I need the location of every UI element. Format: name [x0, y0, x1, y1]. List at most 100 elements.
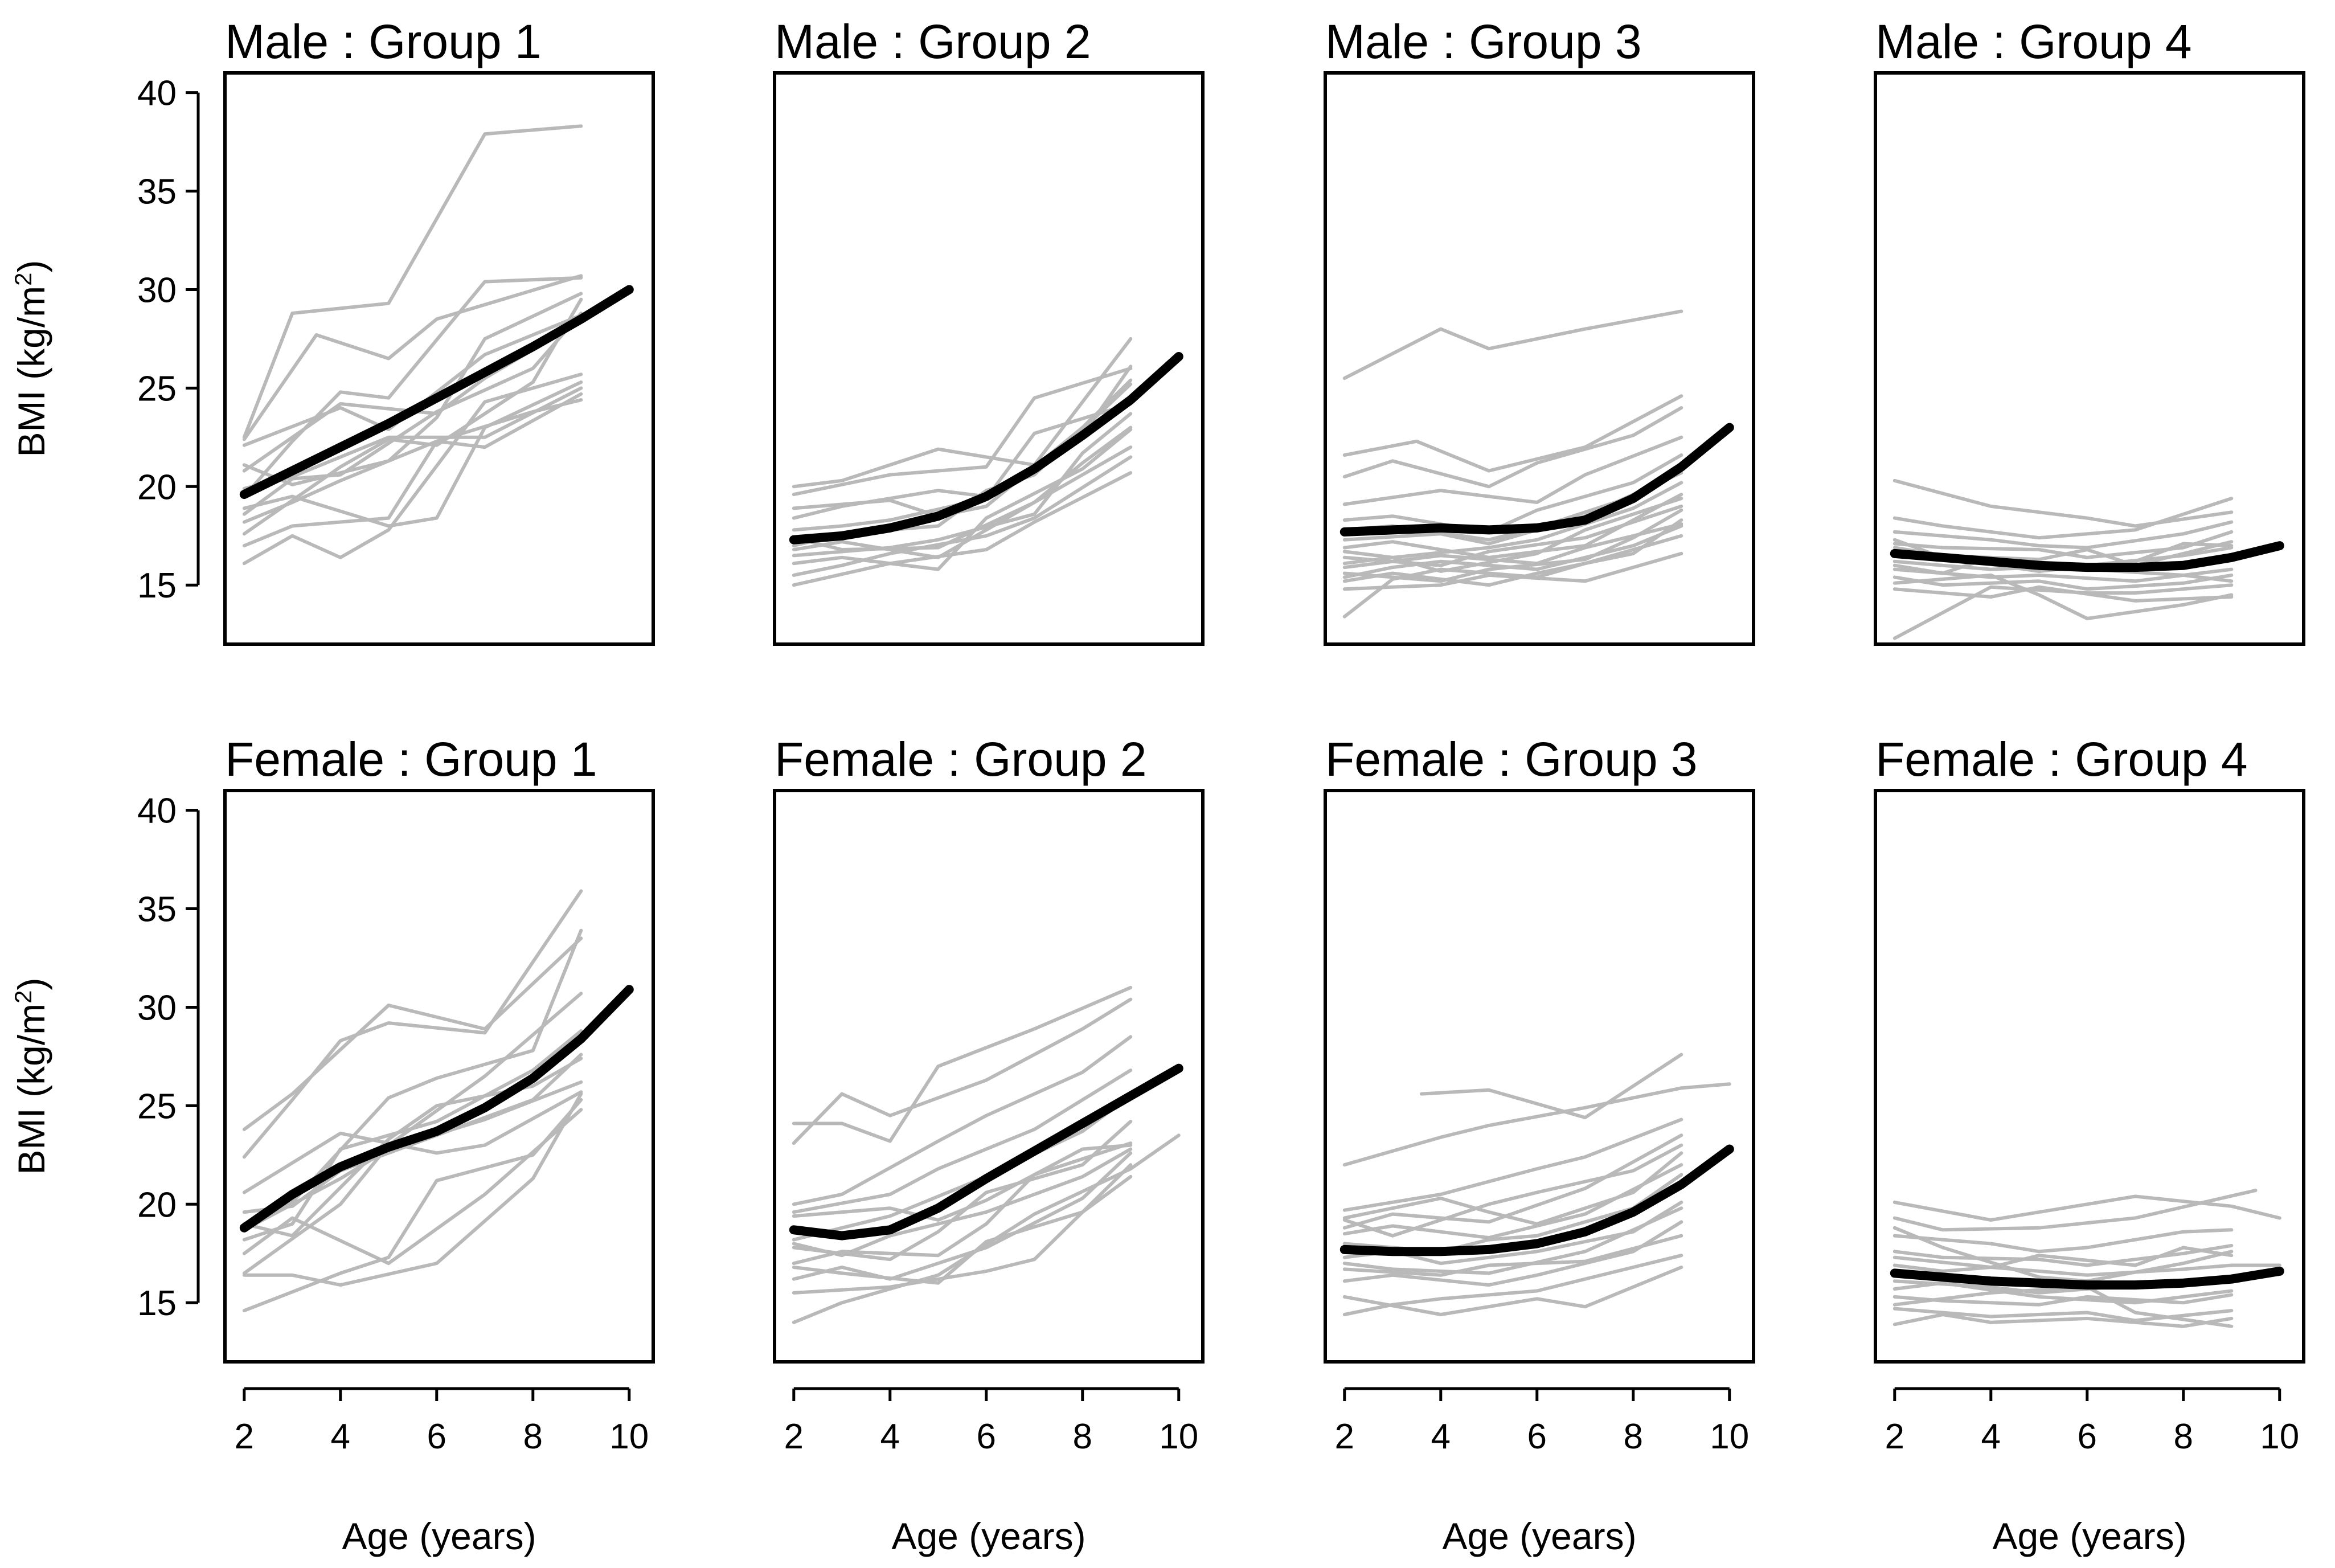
individual-trajectory: [1892, 1226, 2234, 1283]
individual-trajectory: [242, 398, 583, 524]
individual-trajectory: [1892, 1194, 2281, 1222]
plot-frame: [223, 789, 655, 1364]
individual-trajectory: [792, 1133, 1181, 1324]
panel-5: Female : Group 1 15 20 25 30 35 40 BMI (kg/m2) 2…: [10, 732, 655, 1557]
individual-trajectory: [242, 372, 583, 566]
x-tick-label: 2: [1335, 1417, 1354, 1456]
individual-trajectory: [1892, 1246, 2234, 1269]
x-tick-label: 10: [1710, 1417, 1749, 1456]
individual-trajectory: [1342, 1133, 1683, 1230]
individual-trajectory: [242, 276, 583, 498]
individual-trajectory: [1342, 406, 1683, 489]
individual-trajectory: [1342, 1117, 1683, 1212]
mean-trajectory: [789, 1063, 1183, 1241]
individual-trajectory: [1342, 1206, 1683, 1275]
individual-trajectory: [792, 1068, 1133, 1214]
individual-trajectory: [1342, 534, 1683, 619]
individual-trajectory: [1342, 522, 1683, 570]
individual-trajectory: [792, 985, 1133, 1143]
y-tick-label: 15: [137, 566, 177, 605]
individual-trajectory: [1342, 435, 1683, 506]
panel-4: Male : Group 4: [1874, 15, 2305, 646]
x-tick-label: 2: [1885, 1417, 1904, 1456]
individual-trajectory: [1892, 478, 2234, 528]
x-tick-label: 8: [523, 1417, 543, 1456]
individual-trajectory: [1892, 1228, 2234, 1254]
individual-trajectory: [242, 1053, 583, 1214]
individual-trajectory: [1892, 1189, 2258, 1232]
panel-title: Female : Group 2: [775, 732, 1147, 786]
panel-title: Male : Group 4: [1875, 15, 2192, 68]
x-tick-label: 10: [609, 1417, 649, 1456]
panel-7: Female : Group 3 2 4 6 8 10 Age (years): [1324, 732, 1755, 1557]
individual-trajectory: [792, 445, 1133, 559]
plot-frame: [773, 71, 1205, 646]
individual-trajectory: [1892, 1243, 2234, 1267]
plot-frame: [1324, 71, 1755, 646]
individual-trajectory: [242, 380, 583, 528]
individual-trajectory: [242, 392, 583, 548]
plot-frame: [223, 71, 655, 646]
y-tick-label: 30: [137, 988, 177, 1027]
individual-trajectory: [1342, 551, 1683, 591]
individual-trajectory: [1342, 1220, 1683, 1287]
individual-trajectory: [1342, 1082, 1731, 1167]
individual-trajectory: [792, 1143, 1133, 1222]
individual-trajectory: [792, 1163, 1133, 1295]
x-tick-label: 4: [1981, 1417, 2001, 1456]
mean-trajectory: [1890, 1266, 2284, 1290]
x-tick-label: 4: [1431, 1417, 1451, 1456]
y-tick-label: 35: [137, 173, 177, 212]
individual-trajectory: [242, 1057, 583, 1238]
panel-title: Male : Group 3: [1325, 15, 1642, 68]
x-tick-label: 8: [2174, 1417, 2193, 1456]
individual-trajectory: [242, 1108, 583, 1266]
individual-trajectory: [792, 1174, 1133, 1285]
x-tick-label: 6: [2078, 1417, 2097, 1456]
individual-trajectory: [792, 425, 1133, 551]
individual-trajectory: [1892, 567, 2234, 583]
y-tick-label: 35: [137, 890, 177, 930]
x-tick-label: 4: [331, 1417, 350, 1456]
individual-trajectory: [1892, 585, 2234, 603]
panel-2: Male : Group 2: [773, 15, 1205, 646]
panel-1: Male : Group 1 15 20 25 30 35 40 BMI (kg/m2): [10, 15, 655, 646]
x-tick-label: 8: [1073, 1417, 1092, 1456]
individual-trajectory: [1892, 1281, 2234, 1305]
individual-trajectory: [1892, 497, 2234, 540]
mean-trajectory: [1339, 1144, 1734, 1256]
x-tick-label: 2: [235, 1417, 254, 1456]
individual-trajectory: [1342, 481, 1683, 559]
individual-trajectory: [1342, 394, 1683, 473]
mean-trajectory: [1890, 541, 2284, 572]
individual-trajectory: [242, 312, 583, 516]
individual-trajectory: [792, 1147, 1133, 1258]
x-tick-label: 4: [880, 1417, 900, 1456]
individual-trajectory: [242, 1092, 583, 1287]
y-tick-label: 30: [137, 271, 177, 310]
individual-trajectory: [1892, 1313, 2234, 1328]
plot-frame: [1324, 789, 1755, 1364]
individual-trajectory: [242, 936, 583, 1131]
x-axis-label: Age (years): [891, 1515, 1085, 1557]
y-axis-label: BMI (kg/m2): [10, 977, 53, 1174]
individual-trajectory: [1892, 520, 2234, 550]
individual-trajectory: [1892, 1263, 2281, 1277]
individual-trajectory: [1892, 573, 2234, 620]
x-tick-label: 6: [427, 1417, 446, 1456]
individual-trajectory: [1342, 524, 1683, 579]
y-tick-label: 20: [137, 468, 177, 507]
mean-trajectory: [1339, 423, 1734, 537]
plot-frame: [1874, 71, 2305, 646]
individual-trajectory: [242, 313, 583, 447]
individual-trajectory: [1342, 1151, 1683, 1226]
individual-trajectory: [1892, 573, 2234, 591]
panel-title: Female : Group 3: [1325, 732, 1698, 786]
y-tick-label: 40: [137, 792, 177, 831]
y-tick-label: 25: [137, 1087, 177, 1126]
individual-trajectory: [1342, 309, 1683, 380]
panel-title: Male : Group 2: [775, 15, 1091, 68]
individual-trajectory: [1342, 497, 1683, 573]
individual-trajectory: [1342, 453, 1683, 534]
